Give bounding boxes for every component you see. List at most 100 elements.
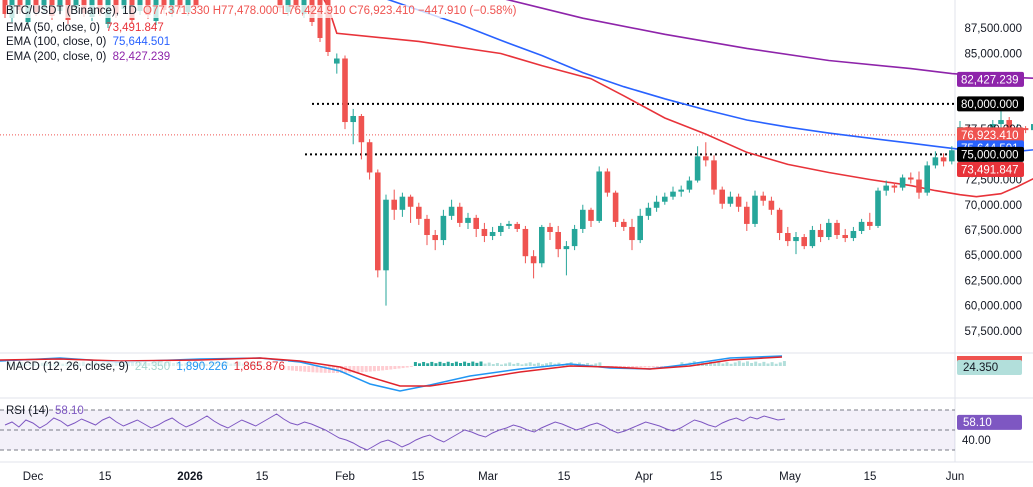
macd-histogram-bar: [528, 362, 532, 366]
macd-histogram-bar: [770, 362, 774, 366]
time-axis[interactable]: Dec 15 2026 15 Feb 15 Mar 15 Apr 15 May 15 Jun: [23, 471, 965, 483]
macd-histogram-bar: [348, 366, 352, 373]
candle-body: [571, 228, 578, 247]
macd-histogram-bar: [549, 362, 553, 366]
candle-body: [424, 218, 430, 236]
macd-histogram-bar: [340, 366, 344, 373]
price-tag-text: 75,000.000: [961, 149, 1019, 161]
y-tick-label: 87,500.000: [964, 23, 1022, 35]
candle-body: [317, 0, 323, 38]
candle-body: [916, 179, 922, 193]
candle-body: [637, 215, 643, 241]
candle-body: [850, 230, 857, 239]
macd-histogram-bar: [729, 363, 733, 366]
rsi-pane: 40.00 58.10: [0, 409, 1022, 451]
macd-histogram-bar: [426, 363, 430, 366]
candle-body: [2, 0, 8, 14]
candle-body: [465, 217, 471, 223]
candle-body: [193, 0, 199, 6]
candle-body: [325, 0, 331, 52]
candle-body: [653, 201, 660, 208]
macd-histogram-bar: [647, 366, 651, 368]
candle-body: [277, 0, 283, 8]
macd-signal-line: [0, 356, 783, 387]
macd-histogram-bar: [778, 362, 782, 366]
candle-body: [530, 256, 537, 264]
macd-histogram-bar: [659, 366, 663, 368]
candle-body: [867, 221, 873, 226]
price-axis[interactable]: 57,500.000 60,000.000 62,500.000 65,000.000…: [964, 23, 1022, 338]
ema200-legend[interactable]: EMA (200, close, 0) 82,427.239: [6, 51, 173, 64]
candle-body: [342, 58, 348, 123]
candle-body: [883, 185, 889, 191]
candle-body: [924, 165, 930, 193]
macd-histogram-bar: [360, 366, 364, 373]
macd-histogram-bar: [713, 363, 717, 366]
macd-hist-tag-text: 24.350: [963, 362, 998, 374]
macd-histogram-bar: [413, 362, 417, 366]
macd-histogram-bar: [471, 361, 475, 366]
macd-histogram-bar: [598, 362, 602, 366]
price-tag: [957, 96, 1024, 112]
macd-histogram-bar: [737, 361, 741, 366]
candle-body: [891, 185, 898, 188]
macd-histogram-bar: [643, 366, 647, 368]
macd-histogram-bar: [393, 366, 397, 370]
price-tag: [957, 71, 1024, 87]
x-tick-label: 15: [864, 471, 877, 483]
candle-body: [932, 157, 939, 166]
macd-histogram-bar: [635, 366, 639, 368]
candle-body: [358, 115, 365, 143]
macd-histogram-bar: [336, 366, 339, 373]
y-tick-label: 57,500.000: [964, 326, 1022, 338]
macd-histogram-bar: [741, 362, 745, 366]
macd-histogram-bar: [504, 363, 508, 366]
macd-histogram-bar: [463, 361, 467, 366]
candle-body: [416, 206, 422, 219]
ema50-legend[interactable]: EMA (50, close, 0) 73,491.847: [6, 22, 167, 35]
macd-label: MACD (12, 26, close, 9): [6, 361, 129, 373]
macd-histogram-bar: [545, 363, 549, 366]
candle-body: [949, 150, 955, 162]
x-tick-label: May: [779, 471, 801, 483]
macd-histogram-bar: [762, 361, 766, 366]
macd-histogram-bar: [508, 362, 512, 366]
ema100-legend[interactable]: EMA (100, close, 0) 75,644.501: [6, 36, 173, 49]
candle-body: [293, 0, 299, 9]
candle-body: [498, 225, 504, 232]
macd-histogram-bar: [651, 366, 655, 368]
candle-body: [645, 207, 652, 216]
candle-body: [785, 232, 791, 242]
symbol-label[interactable]: BTC/USDT (Binance), 1D: [6, 5, 137, 17]
candle-body: [842, 235, 848, 239]
candle-body: [588, 209, 594, 221]
macd-histogram-bar: [541, 364, 544, 366]
macd-histogram-bar: [459, 363, 462, 366]
macd-histogram-bar: [307, 366, 311, 373]
rsi-legend[interactable]: RSI (14) 58.10: [6, 405, 87, 418]
candle-body: [768, 200, 775, 210]
macd-legend[interactable]: MACD (12, 26, close, 9) 24.350 1,890.226…: [6, 361, 288, 374]
macd-histogram-bar: [418, 363, 421, 366]
macd-histogram-bar: [290, 366, 294, 371]
price-tag: [957, 162, 1024, 178]
candle-body: [334, 58, 340, 64]
rsi-line: [4, 413, 786, 451]
candle-body: [391, 199, 397, 210]
y-tick-label: 65,000.000: [964, 250, 1022, 262]
macd-histogram-bar: [623, 366, 626, 368]
x-tick-label: Apr: [635, 471, 653, 483]
macd-histogram-bar: [405, 366, 409, 368]
macd-hist-tag: [957, 360, 1022, 375]
candle-body: [514, 223, 520, 229]
macd-histogram-bar: [512, 363, 516, 366]
macd-histogram-bar: [590, 364, 594, 366]
y-tick-label: 62,500.000: [964, 275, 1022, 287]
candle-body: [735, 196, 742, 207]
candle-body: [366, 142, 373, 173]
macd-histogram-bar: [536, 362, 540, 366]
x-tick-label: Dec: [23, 471, 44, 483]
macd-histogram-bar: [315, 366, 319, 373]
candle-body: [678, 189, 684, 192]
